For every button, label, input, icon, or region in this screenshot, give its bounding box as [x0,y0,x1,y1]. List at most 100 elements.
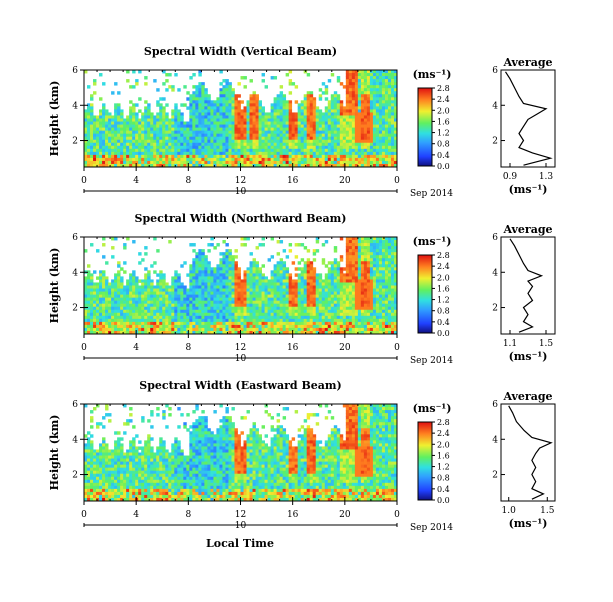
heatmap-cell [144,82,147,85]
heatmap-cell [331,286,334,289]
heatmap-cell [382,122,385,125]
heatmap-cell [114,295,117,298]
heatmap-cell [186,140,189,143]
heatmap-cell [111,301,114,304]
heatmap-cell [280,125,283,128]
heatmap-cell [244,109,247,112]
heatmap-cell [286,270,289,273]
heatmap-cell [385,119,388,122]
heatmap-cell [156,158,159,161]
heatmap-cell [262,328,265,331]
heatmap-cell [162,273,165,276]
heatmap-cell [171,125,174,128]
heatmap-cell [256,270,259,273]
heatmap-cell [328,131,331,134]
heatmap-cell [346,134,349,137]
heatmap-cell [207,319,210,322]
heatmap-cell [379,134,382,137]
heatmap-cell [277,301,280,304]
heatmap-cell [352,328,355,331]
heatmap-cell [283,313,286,316]
heatmap-cell [379,237,382,240]
heatmap-cell [123,301,126,304]
heatmap-cell [331,119,334,122]
heatmap-cell [361,240,364,243]
heatmap-cell [150,286,153,289]
heatmap-cell [271,289,274,292]
heatmap-cell [343,307,346,310]
heatmap-cell [144,115,147,118]
heatmap-cell [256,304,259,307]
heatmap-cell [322,292,325,295]
heatmap-cell [247,100,250,103]
heatmap-cell [192,328,195,331]
heatmap-cell [295,279,298,282]
heatmap-cell [340,103,343,106]
heatmap-cell [268,155,271,158]
heatmap-cell [192,325,195,328]
heatmap-cell [316,273,319,276]
heatmap-cell [361,82,364,85]
heatmap-cell [253,310,256,313]
heatmap-cell [237,146,240,149]
heatmap-cell [225,273,228,276]
heatmap-cell [325,137,328,140]
heatmap-cell [259,316,262,319]
heatmap-cell [343,112,346,115]
heatmap-cell [192,304,195,307]
heatmap-cell [231,149,234,152]
heatmap-cell [204,313,207,316]
heatmap-cell [156,152,159,155]
heatmap-cell [108,316,111,319]
heatmap-cell [319,304,322,307]
heatmap-cell [367,319,370,322]
heatmap-cell [334,152,337,155]
heatmap-cell [385,313,388,316]
heatmap-cell [253,109,256,112]
heatmap-cell [325,273,328,276]
heatmap-cell [241,319,244,322]
heatmap-cell [310,282,313,285]
heatmap-cell [283,328,286,331]
heatmap-cell [358,152,361,155]
heatmap-cell [156,286,159,289]
heatmap-cell [325,109,328,112]
heatmap-cell [96,131,99,134]
heatmap-cell [222,106,225,109]
heatmap-cell [156,304,159,307]
heatmap-cell [225,131,228,134]
heatmap-cell [237,140,240,143]
heatmap-cell [376,246,379,249]
heatmap-cell [268,115,271,118]
heatmap-cell [192,264,195,267]
heatmap-cell [171,128,174,131]
heatmap-cell [198,316,201,319]
heatmap-cell [346,322,349,325]
heatmap-cell [111,328,114,331]
heatmap-cell [373,313,376,316]
heatmap-cell [307,115,310,118]
heatmap-cell [96,155,99,158]
heatmap-cell [262,237,265,240]
heatmap-cell [241,325,244,328]
heatmap-cell [153,289,156,292]
heatmap-cell [180,264,183,267]
heatmap-cell [355,94,358,97]
heatmap-cell [117,279,120,282]
heatmap-cell [274,298,277,301]
heatmap-cell [385,258,388,261]
y-tick-label: 2 [72,137,78,147]
heatmap-cell [304,282,307,285]
heatmap-cell [129,152,132,155]
heatmap-cell [171,310,174,313]
heatmap-cell [391,76,394,79]
heatmap-cell [126,279,129,282]
heatmap-cell [328,273,331,276]
heatmap-cell [159,112,162,115]
heatmap-cell [201,152,204,155]
heatmap-cell [135,103,138,106]
heatmap-cell [138,146,141,149]
heatmap-cell [292,143,295,146]
heatmap-cell [361,115,364,118]
heatmap-cell [298,286,301,289]
